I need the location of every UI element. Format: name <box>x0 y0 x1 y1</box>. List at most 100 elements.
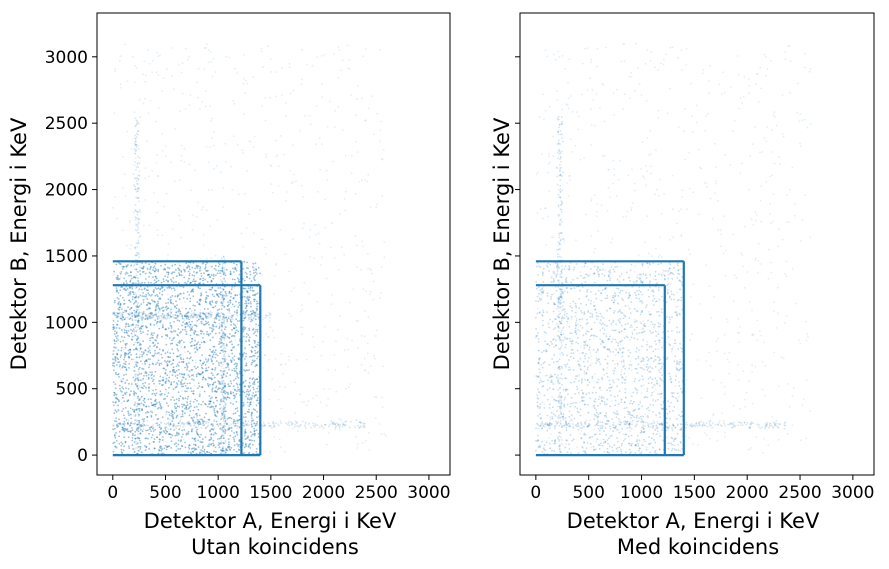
scatter-point <box>127 430 129 433</box>
scatter-point <box>203 272 205 275</box>
scatter-point <box>242 327 245 329</box>
scatter-point <box>574 393 577 395</box>
scatter-point <box>149 426 151 429</box>
scatter-point <box>139 342 142 345</box>
scatter-point <box>114 437 117 439</box>
scatter-point <box>164 372 167 374</box>
scatter-point <box>113 326 115 328</box>
scatter-point <box>142 313 145 315</box>
scatter-point <box>158 438 161 441</box>
scatter-point <box>221 450 224 452</box>
scatter-point <box>150 416 153 418</box>
scatter-point <box>332 423 335 426</box>
scatter-point <box>199 418 201 421</box>
scatter-point <box>213 407 216 410</box>
scatter-point <box>145 278 147 280</box>
scatter-point <box>611 329 614 332</box>
scatter-point <box>200 449 203 451</box>
scatter-point <box>255 422 258 425</box>
scatter-point <box>138 311 140 314</box>
scatter-point <box>176 314 179 317</box>
scatter-point <box>124 352 126 354</box>
scatter-point <box>206 316 209 318</box>
scatter-point <box>356 151 359 154</box>
scatter-point <box>129 286 132 289</box>
scatter-point <box>199 316 202 318</box>
scatter-point <box>131 312 134 314</box>
scatter-point <box>220 452 223 454</box>
scatter-point <box>661 374 663 376</box>
scatter-point <box>207 376 210 379</box>
scatter-point <box>595 362 597 364</box>
scatter-point <box>143 404 145 407</box>
scatter-point <box>168 433 171 435</box>
scatter-point <box>140 424 143 427</box>
scatter-point <box>288 424 291 427</box>
scatter-point <box>209 354 212 357</box>
scatter-point <box>598 429 601 432</box>
scatter-point <box>185 330 188 333</box>
scatter-point <box>140 402 143 405</box>
scatter-point <box>213 444 215 446</box>
scatter-point <box>186 267 188 269</box>
scatter-point <box>129 424 132 427</box>
scatter-point <box>268 424 271 427</box>
scatter-point <box>580 310 582 312</box>
scatter-point <box>279 229 282 232</box>
scatter-point <box>211 368 214 371</box>
scatter-point <box>194 437 197 440</box>
scatter-point <box>217 447 220 449</box>
scatter-point <box>634 291 636 294</box>
scatter-point <box>133 309 136 312</box>
scatter-point <box>224 316 227 319</box>
scatter-point <box>288 312 291 315</box>
scatter-point <box>653 297 656 300</box>
scatter-point <box>253 381 256 384</box>
scatter-point <box>158 317 161 319</box>
scatter-point <box>138 370 141 373</box>
scatter-point <box>251 328 254 331</box>
scatter-point <box>220 442 222 445</box>
scatter-point <box>263 354 266 357</box>
scatter-point <box>248 296 251 299</box>
scatter-point <box>250 420 253 422</box>
scatter-point <box>647 319 650 322</box>
scatter-point <box>219 400 222 403</box>
scatter-point <box>181 390 183 393</box>
scatter-point <box>238 425 241 428</box>
scatter-point <box>223 400 226 403</box>
scatter-point <box>228 428 231 431</box>
left-panel: 0 500 1000 1500 2000 2500 3000 050010001500200… <box>7 12 451 559</box>
scatter-point <box>171 47 174 49</box>
scatter-point <box>182 376 185 379</box>
scatter-point <box>177 314 179 317</box>
scatter-point <box>136 424 139 426</box>
scatter-point <box>189 268 191 271</box>
scatter-point <box>217 380 220 382</box>
scatter-point <box>232 391 235 394</box>
scatter-point <box>162 268 165 271</box>
scatter-point <box>219 314 222 317</box>
scatter-point <box>349 301 351 304</box>
scatter-point <box>152 418 155 421</box>
scatter-point <box>176 275 178 278</box>
scatter-point <box>354 435 357 438</box>
scatter-point <box>541 319 544 322</box>
scatter-point <box>203 450 206 453</box>
scatter-point <box>654 340 657 343</box>
scatter-point <box>199 300 202 302</box>
scatter-point <box>271 378 273 381</box>
scatter-point <box>234 377 237 380</box>
scatter-point <box>249 447 252 449</box>
scatter-point <box>193 384 196 387</box>
scatter-point <box>233 305 236 308</box>
scatter-point <box>140 303 143 305</box>
scatter-point <box>174 407 177 410</box>
scatter-point <box>155 398 157 401</box>
scatter-point <box>202 323 205 326</box>
scatter-point <box>250 351 253 353</box>
scatter-point <box>256 424 259 427</box>
scatter-point <box>595 411 598 414</box>
scatter-point <box>211 330 214 333</box>
scatter-point <box>369 206 372 208</box>
